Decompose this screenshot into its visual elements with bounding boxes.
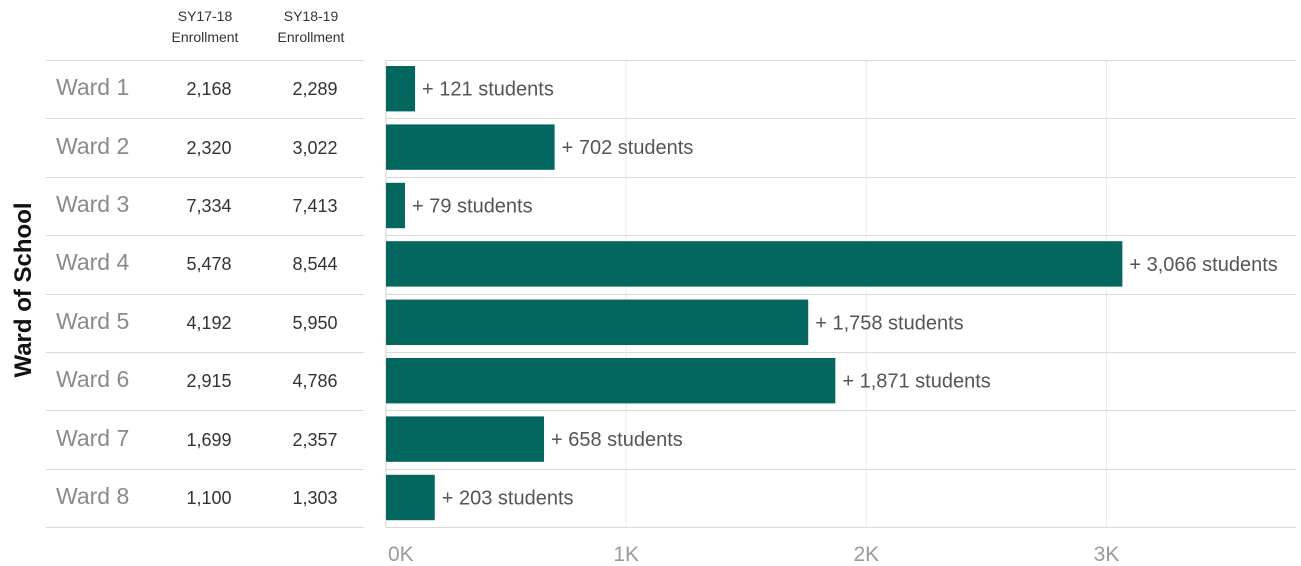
column-header-sy1718-line2: Enrollment — [171, 29, 239, 45]
sy1718-enrollment: 5,478 — [186, 254, 232, 275]
ward-label: Ward 8 — [56, 483, 130, 509]
sy1819-enrollment: 5,950 — [292, 312, 338, 333]
sy1819-enrollment: 7,413 — [292, 196, 338, 216]
ward-label: Ward 2 — [56, 132, 130, 159]
column-header-sy1819: SY18-19 Enrollment — [256, 6, 366, 48]
x-tick-label: 0K — [388, 543, 414, 566]
table-divider — [46, 177, 364, 178]
sy1718-enrollment: 1,699 — [186, 429, 232, 450]
bar — [386, 241, 1123, 287]
column-header-sy1819-line1: SY18-19 — [283, 8, 339, 24]
table-divider — [46, 118, 364, 119]
ward-label: Ward 4 — [56, 249, 130, 276]
data-label: + 658 students — [551, 429, 683, 451]
bar — [386, 124, 555, 170]
sy1819-enrollment: 4,786 — [292, 371, 338, 392]
data-label: + 79 students — [412, 196, 533, 218]
bar — [386, 182, 405, 229]
bar — [386, 416, 545, 462]
sy1718-enrollment: 2,915 — [186, 371, 232, 392]
data-label: + 203 students — [442, 488, 574, 510]
column-header-sy1718: SY17-18 Enrollment — [150, 6, 260, 48]
x-tick-label: 2K — [853, 543, 879, 566]
data-label: + 1,871 students — [842, 371, 990, 393]
data-label: + 121 students — [422, 79, 554, 101]
sy1819-enrollment: 2,357 — [292, 429, 338, 450]
sy1819-enrollment: 8,544 — [292, 254, 338, 275]
data-label: + 702 students — [562, 137, 694, 159]
column-header-sy1718-line1: SY17-18 — [177, 8, 233, 24]
sy1819-enrollment: 2,289 — [292, 79, 338, 100]
sy1718-enrollment: 1,100 — [186, 488, 232, 508]
sy1819-enrollment: 3,022 — [292, 137, 338, 158]
sy1718-enrollment: 2,168 — [186, 79, 232, 100]
ward-label: Ward 7 — [56, 424, 130, 451]
ward-label: Ward 5 — [56, 307, 130, 334]
bar — [386, 474, 435, 521]
ward-label: Ward 3 — [56, 191, 130, 217]
sy1819-enrollment: 1,303 — [292, 488, 338, 508]
x-tick-label: 1K — [613, 543, 639, 566]
table-divider — [46, 294, 364, 295]
table-divider — [46, 469, 364, 470]
sy1718-enrollment: 7,334 — [186, 196, 232, 216]
x-tick-label: 3K — [1094, 543, 1120, 566]
bar — [386, 299, 809, 345]
table-divider — [46, 527, 364, 528]
table-divider — [46, 352, 364, 353]
sy1718-enrollment: 4,192 — [186, 312, 232, 333]
table-divider — [46, 235, 364, 236]
bar — [386, 358, 836, 404]
data-label: + 3,066 students — [1129, 254, 1277, 276]
column-header-sy1819-line2: Enrollment — [277, 29, 345, 45]
ward-label: Ward 1 — [56, 74, 130, 101]
table-divider — [46, 60, 364, 61]
ward-label: Ward 6 — [56, 366, 130, 393]
table-divider — [46, 410, 364, 411]
bar — [386, 66, 416, 112]
sy1718-enrollment: 2,320 — [186, 137, 232, 158]
data-label: + 1,758 students — [815, 312, 963, 334]
